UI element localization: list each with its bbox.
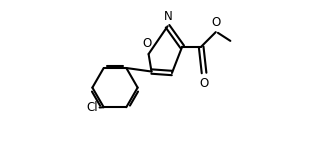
- Text: N: N: [164, 10, 173, 23]
- Text: O: O: [143, 37, 152, 50]
- Text: O: O: [212, 16, 221, 29]
- Text: Cl: Cl: [87, 101, 98, 114]
- Text: O: O: [199, 77, 209, 90]
